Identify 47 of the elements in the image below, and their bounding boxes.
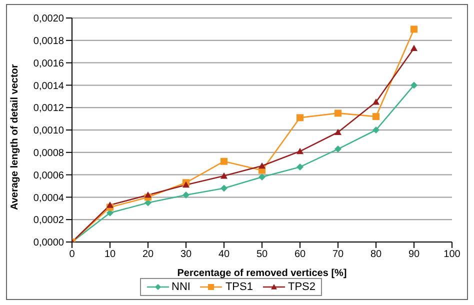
x-tick-label: 70: [332, 249, 344, 260]
point: [106, 202, 114, 208]
y-axis-title: Average length of detail vector: [10, 64, 21, 210]
x-tick-label: 90: [408, 249, 420, 260]
point: [334, 128, 342, 136]
x-tick-label: 20: [142, 249, 154, 260]
point: [334, 146, 342, 153]
y-tick-label: 0,0018: [33, 36, 64, 47]
y-tick-label: 0,0020: [33, 14, 64, 25]
y-tick-label: 0,0006: [33, 170, 64, 182]
point: [296, 114, 304, 122]
point: [410, 82, 418, 89]
point: [410, 44, 418, 52]
x-tick-label: 30: [180, 249, 192, 260]
x-tick-label: 80: [370, 249, 382, 260]
x-tick-label: 40: [218, 249, 230, 260]
point: [220, 158, 228, 165]
x-tick-label: 0: [69, 249, 76, 260]
point: [220, 172, 228, 179]
y-tick-label: 0,0004: [33, 192, 64, 204]
x-axis-title: Percentage of removed vertices [%]: [177, 268, 347, 279]
y-tick-label: 0,0014: [33, 80, 64, 92]
point: [334, 110, 342, 117]
point: [144, 191, 152, 198]
point: [410, 26, 418, 33]
point: [296, 163, 304, 170]
y-tick-label: 0,0012: [33, 103, 64, 114]
point: [258, 162, 266, 169]
x-tick-label: 10: [104, 249, 116, 260]
point: [258, 174, 266, 181]
point: [372, 126, 380, 134]
y-tick-label: 0,0010: [33, 126, 64, 137]
point: [372, 98, 380, 105]
point: [220, 184, 228, 192]
x-tick-label: 60: [294, 249, 306, 260]
y-tick-label: 0,0002: [33, 215, 64, 226]
point: [372, 113, 380, 120]
y-tick-label: 0,0000: [33, 238, 64, 249]
legend-label: TPS2: [286, 281, 316, 293]
x-tick-label: 100: [444, 249, 461, 260]
y-tick-label: 0,0008: [33, 148, 64, 159]
y-tick-label: 0,0016: [33, 58, 64, 70]
point: [296, 148, 304, 154]
legend-label: TPS1: [224, 281, 253, 293]
x-tick-label: 50: [256, 249, 268, 260]
legend-label: NNI: [170, 281, 190, 293]
point: [182, 191, 190, 198]
